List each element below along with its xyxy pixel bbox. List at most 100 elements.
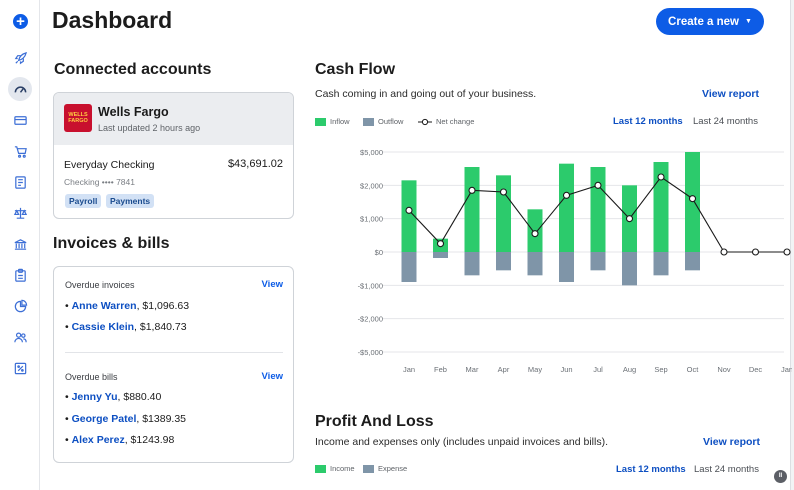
view-invoices-link[interactable]: View xyxy=(261,279,283,290)
x-tick-label: Oct xyxy=(687,365,700,374)
x-tick-label: Mar xyxy=(466,365,479,374)
cash-flow-range-12-months[interactable]: Last 12 months xyxy=(613,116,683,127)
account-balance: $43,691.02 xyxy=(227,158,283,170)
tag-payments[interactable]: Payments xyxy=(106,194,155,208)
expense-swatch xyxy=(363,464,374,473)
create-new-label: Create a new xyxy=(668,15,739,28)
x-tick-label: Sep xyxy=(654,365,667,374)
pie-chart-icon[interactable] xyxy=(8,294,32,318)
inflow-swatch xyxy=(315,117,326,126)
x-tick-label: Feb xyxy=(434,365,447,374)
percent-icon[interactable] xyxy=(8,356,32,380)
pnl-range-24-months[interactable]: Last 24 months xyxy=(694,464,759,475)
x-tick-label: Jun xyxy=(560,365,572,374)
list-item[interactable]: • George Patel, $1389.35 xyxy=(65,413,187,425)
bank-account-card[interactable]: WELLS FARGO Wells Fargo Last updated 2 h… xyxy=(53,92,294,219)
list-item[interactable]: • Anne Warren, $1,096.63 xyxy=(65,300,190,312)
wells-fargo-logo: WELLS FARGO xyxy=(64,104,92,132)
net-change-point xyxy=(751,248,760,256)
cash-flow-range-24-months[interactable]: Last 24 months xyxy=(693,116,758,127)
legend-outflow-label: Outflow xyxy=(378,117,404,126)
bank-card-header: WELLS FARGO Wells Fargo Last updated 2 h… xyxy=(54,93,293,145)
cash-flow-description: Cash coming in and going out of your bus… xyxy=(315,88,537,100)
invoice-amount: , $1,840.73 xyxy=(134,321,187,333)
net-change-point xyxy=(625,215,634,223)
legend-net-change[interactable]: Net change xyxy=(418,117,474,126)
x-tick-label: Nov xyxy=(717,365,731,374)
outflow-bar xyxy=(401,252,417,282)
list-item[interactable]: • Cassie Klein, $1,840.73 xyxy=(65,321,187,333)
outflow-swatch xyxy=(363,117,374,126)
y-tick-label: $0 xyxy=(375,248,383,257)
y-tick-label: $5,000 xyxy=(360,148,383,157)
plus-icon[interactable]: + xyxy=(13,14,28,29)
outflow-bar xyxy=(527,252,543,276)
bank-name: Wells Fargo xyxy=(98,105,169,119)
profit-loss-description: Income and expenses only (includes unpai… xyxy=(315,436,609,448)
y-tick-label: $1,000 xyxy=(360,215,383,224)
clipboard-icon[interactable] xyxy=(8,263,32,287)
cart-icon[interactable] xyxy=(8,139,32,163)
x-tick-label: Jan xyxy=(403,365,415,374)
inflow-bar xyxy=(590,167,606,252)
pause-icon[interactable]: II xyxy=(774,470,787,483)
outflow-bar xyxy=(559,252,574,282)
net-change-point xyxy=(436,240,445,248)
invoice-customer[interactable]: Anne Warren xyxy=(71,300,137,312)
divider xyxy=(65,352,283,353)
account-name: Everyday Checking xyxy=(64,159,155,171)
bill-vendor[interactable]: Jenny Yu xyxy=(71,391,118,403)
people-icon[interactable] xyxy=(8,325,32,349)
x-tick-label: May xyxy=(528,365,542,374)
bank-last-updated: Last updated 2 hours ago xyxy=(98,123,201,133)
cash-flow-chart: $5,000 $2,000 $1,000 $0 -$1,000 -$2,000 -$5,00… xyxy=(358,148,792,374)
main-panel: Dashboard Create a new ▼ Connected accou… xyxy=(40,0,792,490)
invoice-amount: , $1,096.63 xyxy=(136,300,190,312)
outflow-bar xyxy=(590,252,606,271)
net-change-point xyxy=(657,173,665,181)
inflow-bar xyxy=(559,163,574,252)
rocket-icon[interactable] xyxy=(8,46,32,70)
legend-expense[interactable]: Expense xyxy=(363,464,407,473)
dashboard-icon[interactable] xyxy=(8,77,32,101)
y-tick-label: -$5,000 xyxy=(358,348,383,357)
bank-icon[interactable] xyxy=(8,232,32,256)
legend-inflow-label: Inflow xyxy=(330,117,350,126)
tag-payroll[interactable]: Payroll xyxy=(65,194,102,208)
outflow-bar xyxy=(464,252,480,276)
income-swatch xyxy=(315,464,326,473)
bill-vendor[interactable]: Alex Perez xyxy=(71,434,125,446)
bill-amount: , $1243.98 xyxy=(124,434,175,446)
x-tick-label: Jul xyxy=(593,365,603,374)
overdue-invoices-label: Overdue invoices xyxy=(65,280,135,290)
x-tick-label: Aug xyxy=(623,365,636,374)
card-icon[interactable] xyxy=(8,108,32,132)
page-title: Dashboard xyxy=(52,7,173,33)
bill-vendor[interactable]: George Patel xyxy=(71,413,137,425)
net-change-point xyxy=(688,195,697,203)
net-change-point xyxy=(468,186,476,194)
sidebar: + xyxy=(0,0,40,490)
profit-loss-view-report-link[interactable]: View report xyxy=(703,436,760,448)
inflow-bar xyxy=(653,162,669,252)
x-tick-label: Jan xyxy=(781,365,792,374)
view-bills-link[interactable]: View xyxy=(261,371,283,382)
pnl-range-12-months[interactable]: Last 12 months xyxy=(616,464,686,475)
list-item[interactable]: • Alex Perez, $1243.98 xyxy=(65,434,175,446)
legend-income[interactable]: Income xyxy=(315,464,355,473)
create-new-button[interactable]: Create a new ▼ xyxy=(656,8,764,35)
list-item[interactable]: • Jenny Yu, $880.40 xyxy=(65,391,162,403)
cash-flow-view-report-link[interactable]: View report xyxy=(702,88,759,100)
bill-amount: , $880.40 xyxy=(117,391,162,403)
legend-inflow[interactable]: Inflow xyxy=(315,117,350,126)
outflow-bar xyxy=(622,252,637,286)
legend-outflow[interactable]: Outflow xyxy=(363,117,403,126)
outflow-bar xyxy=(685,252,700,271)
scale-icon[interactable] xyxy=(8,201,32,225)
outflow-bar xyxy=(496,252,511,271)
invoice-customer[interactable]: Cassie Klein xyxy=(71,321,135,333)
document-icon[interactable] xyxy=(8,170,32,194)
net-change-point xyxy=(405,206,413,214)
net-change-point xyxy=(531,230,539,238)
net-change-swatch-icon xyxy=(418,118,432,125)
